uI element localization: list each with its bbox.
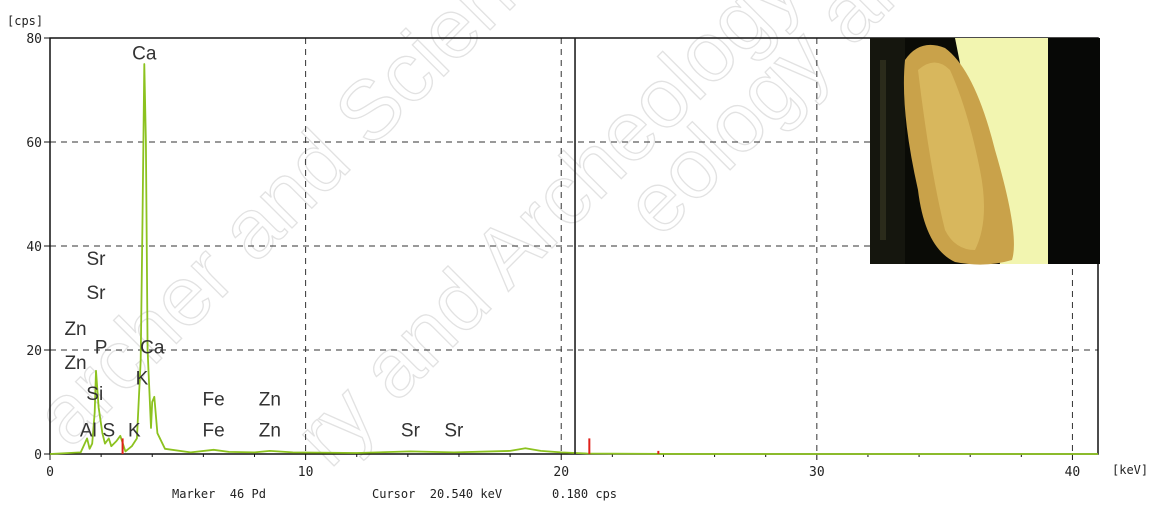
y-tick-label: 80 (26, 32, 42, 47)
element-label-al: Al (80, 421, 97, 442)
y-tick-label: 20 (26, 344, 42, 359)
x-tick-label: 10 (298, 465, 314, 480)
x-tick-label: 0 (46, 465, 54, 480)
element-label-k: K (128, 421, 141, 442)
spectrum-line (49, 63, 1098, 455)
tick-labels: 0 10 20 30 40 0 20 40 60 80 (26, 32, 1080, 480)
element-label-sr: Sr (87, 249, 107, 270)
marker-lines (121, 38, 660, 454)
y-axis-unit: [cps] (7, 14, 43, 28)
element-label-k: K (136, 369, 149, 390)
x-axis-unit: [keV] (1112, 463, 1148, 477)
element-label-zn: Zn (259, 389, 281, 410)
element-label-sr: Sr (401, 421, 421, 442)
element-label-zn: Zn (259, 421, 281, 442)
element-label-sr: Sr (444, 421, 464, 442)
cursor-value-readout: 0.180 cps (552, 487, 618, 501)
x-tick-label: 30 (809, 465, 825, 480)
y-tick-label: 60 (26, 136, 42, 151)
element-label-fe: Fe (202, 389, 224, 410)
element-label-p: P (95, 337, 108, 358)
sample-photo (870, 38, 1100, 265)
marker-readout: Marker 46 Pd (172, 487, 266, 501)
cursor-readout: Cursor 20.540 keV (372, 487, 503, 501)
element-label-si: Si (86, 384, 103, 405)
element-label-ca: Ca (140, 337, 165, 358)
x-tick-label: 40 (1065, 465, 1081, 480)
element-label-sr: Sr (87, 283, 107, 304)
watermark: archer and Scientific ry and Archeology … (16, 0, 935, 483)
x-tick-label: 20 (553, 465, 569, 480)
element-label-s: S (102, 421, 115, 442)
element-label-zn: Zn (64, 353, 86, 374)
y-tick-label: 0 (34, 448, 42, 463)
spectrum-series (49, 63, 1098, 455)
element-label-zn: Zn (64, 319, 86, 340)
element-label-fe: Fe (202, 421, 224, 442)
y-tick-label: 40 (26, 240, 42, 255)
element-label-ca: Ca (132, 44, 157, 65)
